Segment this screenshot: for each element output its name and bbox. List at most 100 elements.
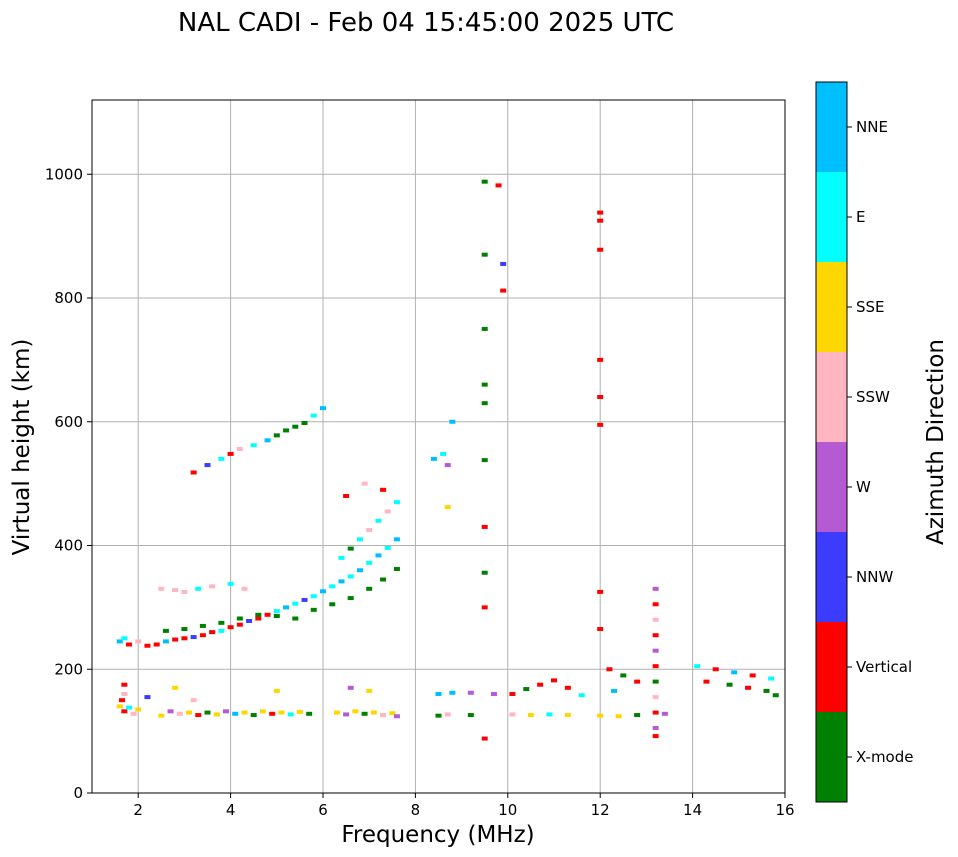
- data-point: [259, 709, 266, 714]
- grid-lines: [92, 100, 786, 794]
- data-point: [634, 679, 641, 684]
- data-point: [361, 711, 368, 716]
- data-point: [181, 627, 188, 632]
- data-point: [292, 616, 299, 621]
- data-point: [130, 711, 137, 716]
- data-point: [343, 712, 350, 717]
- data-point: [186, 710, 193, 715]
- data-point: [481, 252, 488, 257]
- data-point: [301, 597, 308, 602]
- data-point: [523, 687, 530, 692]
- data-point: [726, 682, 733, 687]
- data-point: [273, 609, 280, 614]
- data-point: [537, 682, 544, 687]
- data-point: [162, 628, 169, 633]
- data-point: [481, 605, 488, 610]
- data-point: [343, 494, 350, 498]
- data-point: [310, 594, 317, 599]
- data-point: [393, 567, 400, 572]
- data-point: [190, 635, 197, 640]
- data-point: [694, 664, 701, 669]
- data-point: [768, 676, 775, 681]
- data-point: [597, 395, 604, 399]
- data-point: [283, 605, 290, 610]
- data-point: [551, 678, 557, 683]
- data-point: [393, 537, 400, 542]
- y-axis-label: Virtual height (km): [9, 339, 35, 556]
- data-point: [481, 458, 488, 463]
- data-point: [652, 586, 659, 591]
- data-point: [176, 711, 183, 716]
- data-point: [273, 433, 280, 438]
- data-point: [620, 673, 627, 678]
- data-point: [481, 570, 488, 575]
- data-point: [615, 714, 622, 719]
- data-point: [509, 692, 516, 696]
- y-axis-ticks: 0 200 400 600 800 1000: [45, 165, 92, 802]
- data-point: [209, 630, 216, 635]
- data-point: [250, 443, 257, 448]
- colorbar-tick-label: E: [856, 208, 865, 226]
- data-point: [597, 210, 604, 215]
- data-point: [162, 639, 169, 644]
- data-point: [652, 617, 659, 622]
- data-point: [652, 726, 659, 731]
- data-point: [564, 685, 571, 690]
- y-tick-label: 800: [54, 289, 83, 307]
- data-point: [384, 545, 391, 550]
- data-point: [255, 616, 262, 621]
- data-point: [121, 636, 128, 641]
- data-point: [380, 577, 387, 582]
- data-point: [329, 584, 336, 589]
- data-point: [241, 586, 248, 591]
- data-point: [366, 560, 373, 565]
- data-point: [218, 620, 225, 625]
- data-point: [246, 618, 253, 623]
- data-point: [444, 712, 451, 717]
- colorbar: X-mode Vertical NNW W SSW SSE E NNE: [816, 82, 913, 802]
- data-point: [158, 586, 165, 591]
- data-point: [546, 712, 553, 717]
- x-axis-label: Frequency (MHz): [341, 822, 534, 848]
- data-point: [213, 712, 220, 717]
- data-point: [652, 679, 659, 684]
- x-tick-label: 2: [133, 801, 143, 819]
- data-point: [264, 438, 271, 443]
- x-tick-label: 4: [226, 801, 236, 819]
- x-axis-ticks: 2 4 6 8 10 12 14 16: [133, 793, 795, 819]
- data-point: [125, 705, 132, 710]
- data-point: [467, 713, 474, 718]
- data-point: [172, 588, 179, 593]
- data-point: [652, 710, 659, 715]
- data-point: [384, 509, 391, 514]
- data-point: [125, 642, 132, 647]
- data-point: [292, 424, 299, 429]
- data-point: [652, 664, 659, 669]
- data-point: [449, 690, 456, 695]
- data-point: [250, 713, 257, 718]
- colorbar-segment: [816, 442, 847, 532]
- data-point: [366, 586, 373, 591]
- data-point: [356, 537, 363, 542]
- data-point: [597, 247, 604, 252]
- colorbar-tick-label: NNE: [856, 118, 888, 136]
- colorbar-tick-label: Vertical: [856, 658, 912, 676]
- data-point: [652, 695, 659, 700]
- data-point: [273, 614, 280, 619]
- data-point: [273, 688, 280, 693]
- data-point: [352, 709, 359, 714]
- colorbar-segment: [816, 352, 847, 442]
- data-point: [500, 288, 507, 293]
- data-point: [135, 639, 142, 644]
- data-point: [763, 688, 770, 693]
- data-point: [333, 710, 340, 715]
- data-point: [306, 711, 313, 716]
- data-point: [712, 667, 719, 672]
- data-point: [366, 688, 373, 693]
- data-point: [153, 642, 160, 647]
- data-point: [116, 639, 123, 644]
- data-point: [606, 667, 613, 672]
- data-point: [578, 693, 585, 698]
- x-tick-label: 16: [775, 801, 794, 819]
